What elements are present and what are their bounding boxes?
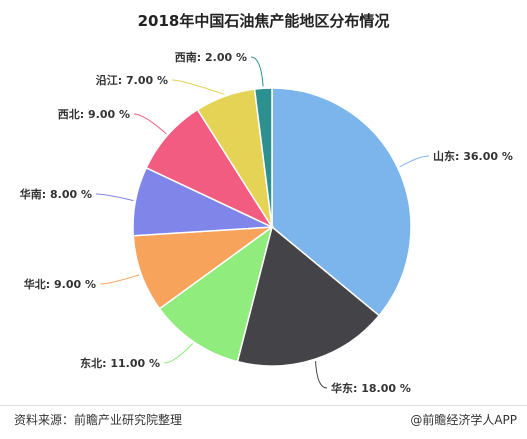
leader-line-西南	[250, 56, 264, 87]
footer-divider	[0, 405, 527, 406]
leader-line-西北	[133, 113, 167, 135]
pie-slice-东北	[158, 225, 274, 363]
slice-label-华北: 华北: 9.00 %	[24, 277, 96, 291]
slice-label-华南: 华南: 8.00 %	[20, 187, 92, 201]
pie-slice-西北	[145, 108, 275, 229]
slice-labels: 山东: 36.00 % 华东: 18.00 % 东北: 11.00 % 华北: 9.0…	[20, 50, 513, 395]
pie-slice-华北	[132, 226, 275, 310]
source-note: 资料来源：前瞻产业研究院整理	[14, 413, 183, 427]
pie-chart: 山东: 36.00 % 华东: 18.00 % 东北: 11.00 % 华北: 9.0…	[20, 50, 513, 395]
leader-line-华北	[99, 274, 140, 285]
pie-slices	[132, 87, 412, 367]
pie-slice-山东	[271, 87, 412, 317]
leader-line-山东	[399, 155, 430, 168]
brand-note: @前瞻经济学人APP	[410, 413, 517, 427]
leader-line-华东	[315, 361, 328, 389]
pie-slice-华东	[236, 225, 381, 367]
slice-label-华东: 华东: 18.00 %	[331, 381, 411, 395]
leader-lines	[95, 56, 430, 389]
slice-label-西北: 西北: 9.00 %	[58, 107, 130, 121]
chart-title: 2018年中国石油焦产能地区分布情况	[137, 12, 390, 30]
leader-line-东北	[163, 343, 194, 364]
leader-line-华南	[95, 193, 134, 202]
slice-label-西南: 西南: 2.00 %	[175, 50, 247, 64]
slice-label-沿江: 沿江: 7.00 %	[96, 73, 168, 87]
pie-slice-西南	[253, 87, 273, 228]
slice-label-山东: 山东: 36.00 %	[433, 149, 513, 163]
slice-label-东北: 东北: 11.00 %	[80, 356, 160, 370]
leader-line-沿江	[171, 79, 225, 95]
footer: 资料来源：前瞻产业研究院整理 @前瞻经济学人APP	[14, 411, 517, 429]
